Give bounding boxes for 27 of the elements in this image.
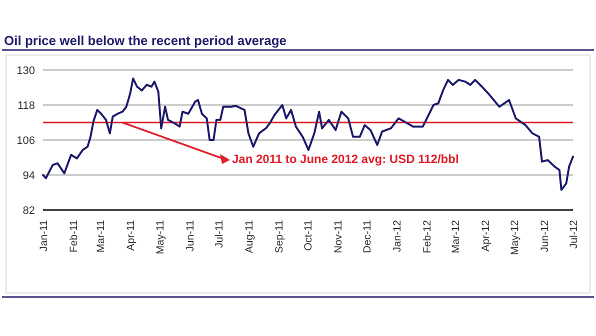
legend-label: Jan 2011 to June 2012 avg: USD 112/bbl	[232, 152, 459, 166]
y-tick-label: 118	[17, 100, 35, 112]
x-tick-label: Jun-11	[184, 220, 196, 252]
x-tick-label: Aug-11	[243, 220, 256, 254]
x-tick-label: Nov-11	[332, 220, 345, 254]
y-tick-label: 94	[22, 170, 35, 182]
x-tick-label: Sep-11	[273, 220, 286, 254]
x-tick-label: Jul-11	[213, 220, 226, 248]
line-series	[42, 77, 574, 191]
x-tick-label: Jan-12	[392, 220, 404, 252]
y-tick-label: 82	[22, 205, 35, 217]
x-tick-label: Feb-11	[68, 220, 80, 252]
x-tick-label: Oct-11	[302, 220, 315, 251]
x-tick-label: Jul-12	[568, 220, 580, 249]
x-tick-label: Apr-11	[125, 220, 138, 251]
x-tick-label: Mar-12	[450, 220, 462, 254]
y-tick-label: 130	[16, 65, 35, 77]
x-tick-label: Dec-11	[362, 220, 374, 254]
x-tick-label: Feb-12	[422, 220, 434, 254]
x-tick-label: May-11	[154, 220, 166, 254]
x-tick-label: Jun-12	[538, 220, 551, 252]
y-tick-label: 106	[16, 135, 35, 147]
x-tick-label: Jan-11	[38, 220, 50, 252]
x-tick-label: Apr-12	[480, 220, 492, 252]
x-tick-label: Mar-11	[95, 220, 108, 252]
chart-title: Oil price well below the recent period average	[4, 33, 286, 48]
x-tick-label: May-12	[508, 220, 521, 256]
